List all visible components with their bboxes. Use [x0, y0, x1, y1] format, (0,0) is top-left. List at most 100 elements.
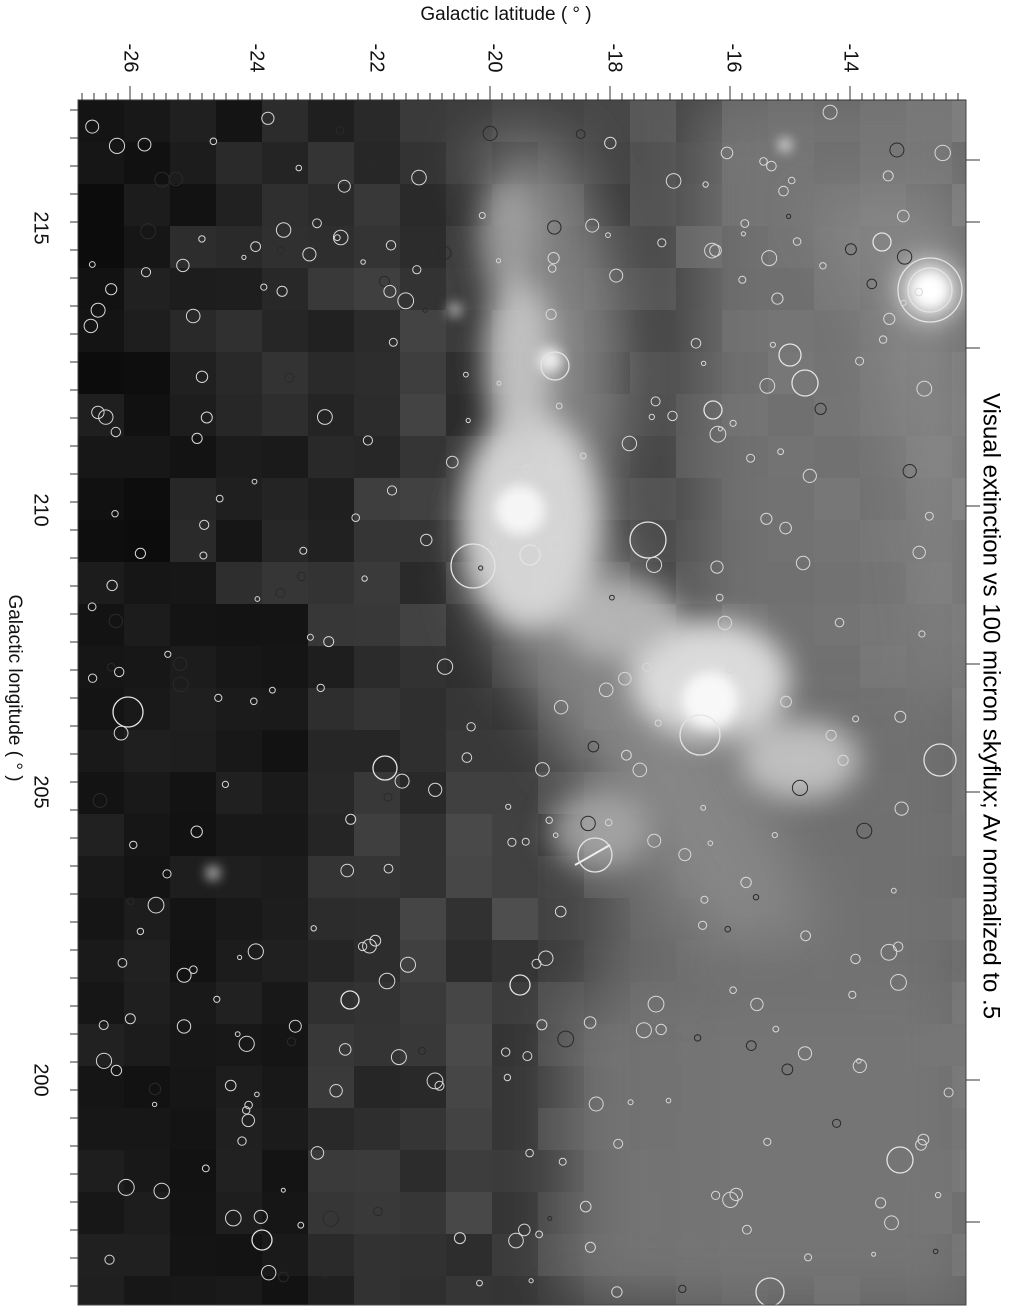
mosaic-tile	[446, 730, 492, 772]
source-circle	[558, 1157, 567, 1166]
source-circle	[557, 1030, 575, 1048]
source-circle	[162, 869, 172, 879]
mosaic-tile	[216, 268, 262, 310]
source-circle	[420, 533, 433, 547]
source-circle	[140, 223, 157, 240]
mosaic-tile	[216, 1108, 262, 1150]
left-tick-label: 215	[30, 211, 52, 244]
source-circle	[534, 541, 543, 549]
source-circle	[897, 209, 910, 223]
source-circle	[745, 1040, 757, 1051]
mosaic-tile	[78, 1234, 124, 1276]
mosaic-tile	[354, 352, 400, 394]
source-circle	[778, 185, 789, 197]
mosaic-tile	[354, 184, 400, 226]
source-circle	[176, 1019, 192, 1034]
mosaic-tile	[492, 940, 538, 982]
source-circle	[763, 1137, 772, 1147]
mosaic-tile	[308, 352, 354, 394]
source-circle	[547, 252, 560, 265]
source-circle	[225, 1209, 242, 1227]
mosaic-tile	[446, 856, 492, 898]
source-circle	[234, 1031, 241, 1037]
source-circle	[711, 1190, 721, 1201]
source-circle	[635, 1022, 652, 1039]
mosaic-tile	[78, 436, 124, 478]
source-circle	[632, 762, 648, 778]
source-circle	[894, 801, 909, 816]
source-circle	[547, 1216, 553, 1221]
source-circle	[555, 402, 563, 410]
source-circle	[704, 242, 720, 259]
source-circle	[902, 464, 917, 479]
mosaic-tile	[124, 478, 170, 520]
left-axis: 215 210 205 200 Galactic longitude ( ° )	[4, 109, 78, 1287]
source-circle	[373, 1206, 383, 1217]
source-circle	[310, 1146, 325, 1160]
mosaic-tile	[308, 478, 354, 520]
source-circle	[554, 905, 567, 918]
source-circle	[322, 1210, 339, 1227]
mosaic-tile	[262, 940, 308, 982]
source-circle	[769, 341, 777, 348]
mosaic-tile	[170, 604, 216, 646]
mosaic-tile	[170, 436, 216, 478]
source-circle	[545, 816, 553, 824]
mosaic-tile	[492, 856, 538, 898]
source-circle	[771, 292, 784, 305]
source-circle	[822, 104, 838, 120]
source-circle	[880, 943, 898, 961]
source-circle	[667, 410, 678, 422]
source-circle	[746, 667, 758, 679]
mosaic-tile	[446, 772, 492, 814]
mosaic-tile	[492, 730, 538, 772]
source-circle	[825, 729, 837, 741]
source-circle	[226, 242, 237, 253]
source-circle	[792, 237, 802, 246]
source-circle	[621, 435, 638, 452]
source-circle	[654, 719, 662, 727]
mosaic-tile	[78, 982, 124, 1024]
source-circle	[923, 743, 957, 777]
mosaic-tile	[354, 520, 400, 562]
mosaic-tile	[216, 604, 262, 646]
bright-knots	[207, 139, 948, 879]
mosaic-tile	[400, 646, 446, 688]
mosaic-tile	[78, 142, 124, 184]
source-circle	[914, 287, 924, 297]
left-axis-label: Galactic longitude ( ° )	[4, 594, 25, 781]
mosaic-tile	[354, 310, 400, 352]
mosaic-tile	[308, 310, 354, 352]
source-circle	[92, 793, 108, 808]
source-circle	[832, 1118, 842, 1128]
source-circle	[780, 695, 792, 708]
mosaic-tile	[170, 646, 216, 688]
mosaic-tile	[446, 1276, 492, 1305]
source-circle	[875, 1197, 887, 1209]
source-circle	[250, 241, 262, 253]
mosaic-tile	[538, 898, 584, 940]
source-circle	[112, 696, 144, 728]
source-circle	[760, 512, 773, 525]
mosaic-tile	[308, 100, 354, 142]
source-circle	[742, 1224, 752, 1235]
source-circle	[108, 613, 124, 629]
source-circle	[244, 1100, 253, 1110]
mosaic-tile	[170, 772, 216, 814]
source-circle	[495, 258, 502, 264]
source-circle	[417, 1046, 427, 1056]
mosaic-tile	[446, 814, 492, 856]
left-tick-label: 210	[30, 493, 52, 526]
source-circle	[253, 1209, 268, 1224]
source-circle	[434, 1080, 445, 1091]
source-circle	[724, 925, 732, 933]
source-circle	[837, 754, 849, 766]
source-circle	[397, 292, 415, 310]
source-circle	[189, 965, 198, 975]
source-circle	[250, 697, 258, 706]
source-circle	[912, 545, 926, 560]
mosaic-tile	[124, 688, 170, 730]
source-circle	[715, 593, 724, 602]
source-circle	[729, 986, 737, 995]
